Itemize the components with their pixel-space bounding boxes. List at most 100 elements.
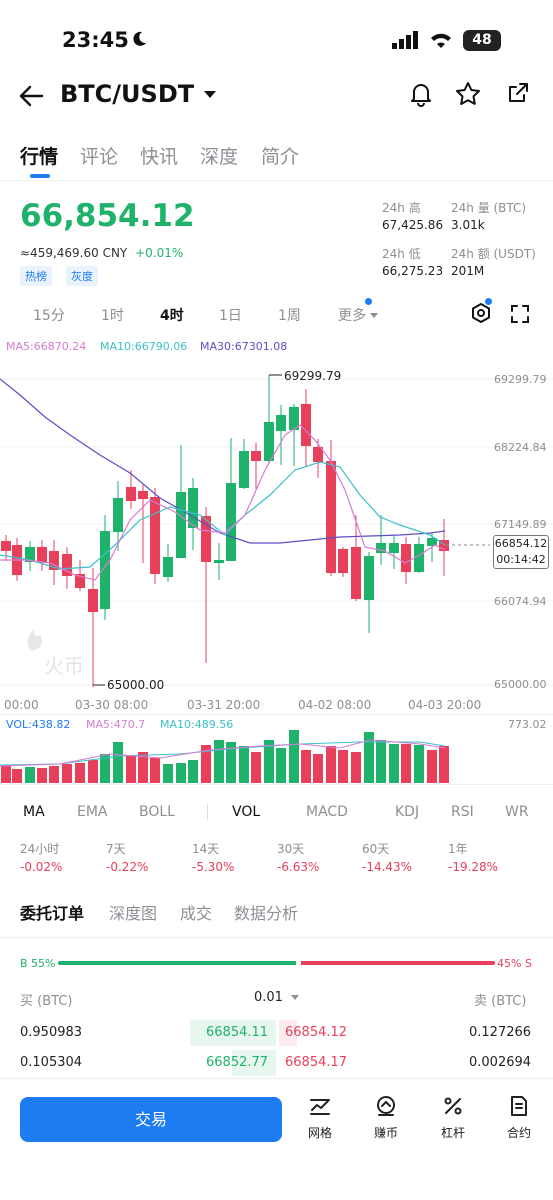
indicator-kdj[interactable]: KDJ [395, 804, 420, 820]
sell-qty-1[interactable]: 0.127266 [469, 1025, 532, 1040]
ask-price-2[interactable]: 66854.17 [285, 1055, 348, 1070]
moon-icon [130, 30, 148, 48]
y-tick-3: 67149.89 [494, 518, 547, 531]
y-tick-1: 69299.79 [494, 373, 547, 386]
high-label: 24h 高 [382, 201, 421, 215]
ratio-bar-sell [300, 961, 495, 965]
signal-icon [392, 31, 420, 53]
high-value: 67,425.86 [382, 218, 444, 232]
low-label: 24h 低 [382, 247, 421, 261]
fullscreen-icon[interactable] [510, 304, 530, 328]
contract-icon [511, 1096, 527, 1116]
indicator-vol[interactable]: VOL [232, 804, 261, 820]
last-price: 66,854.12 [20, 198, 195, 234]
buy-qty-1[interactable]: 0.950983 [20, 1025, 83, 1040]
ask-price-1[interactable]: 66854.12 [285, 1025, 348, 1040]
timeframe-more-label: 更多 [338, 308, 366, 324]
indicator-wr[interactable]: WR [505, 804, 529, 820]
ma5-line [0, 424, 446, 581]
settings-dot [485, 298, 492, 305]
indicator-rsi[interactable]: RSI [451, 804, 474, 820]
more-dot [365, 298, 372, 305]
indicator-separator [207, 804, 208, 820]
tool-earn-label: 赚币 [373, 1126, 398, 1140]
precision-select[interactable]: 0.01 [254, 990, 299, 1005]
vol-ma10-legend: MA10:489.56 [160, 718, 234, 731]
tool-earn[interactable]: 赚币 [361, 1094, 411, 1141]
bottom-bar-divider [0, 1078, 553, 1079]
trade-button-label: 交易 [134, 1110, 167, 1129]
ma10-legend: MA10:66790.06 [100, 340, 188, 353]
pair-selector[interactable]: BTC/USDT [60, 80, 217, 108]
cny-price: ≈459,469.60 CNY +0.01% [20, 246, 183, 260]
low-value: 66,275.23 [382, 264, 444, 278]
timeframe-4h[interactable]: 4时 [160, 308, 184, 324]
ma5-legend: MA5:66870.24 [6, 340, 87, 353]
indicator-macd[interactable]: MACD [306, 804, 348, 820]
timeframe-15m[interactable]: 15分 [33, 308, 65, 324]
x-label-3: 03-31 20:00 [187, 698, 261, 712]
perf-7d-value: -0.22% [106, 860, 149, 874]
tag-hot[interactable]: 热榜 [20, 266, 52, 286]
back-button[interactable] [18, 84, 44, 108]
earn-icon [377, 1096, 395, 1116]
timeframe-1h[interactable]: 1时 [101, 308, 124, 324]
volume-chart[interactable] [0, 730, 553, 784]
bid-depth-bar-1 [190, 1020, 276, 1046]
orderbook-divider [0, 937, 553, 938]
caret-down-icon [370, 312, 378, 318]
tool-futures[interactable]: 合约 [494, 1094, 544, 1141]
tool-futures-label: 合约 [506, 1126, 531, 1140]
perf-1y-label: 1年 [448, 842, 468, 856]
grid-trading-icon [310, 1099, 330, 1115]
tab-data-analysis[interactable]: 数据分析 [234, 904, 299, 923]
tab-depth[interactable]: 深度 [200, 146, 239, 168]
price-change: +0.01% [135, 246, 184, 260]
tab-market[interactable]: 行情 [20, 146, 59, 168]
bell-icon[interactable] [409, 81, 433, 111]
timeframe-more[interactable]: 更多 [338, 305, 378, 325]
buy-header: 买 (BTC) [20, 994, 73, 1009]
tabs-divider [0, 180, 553, 181]
settings-icon[interactable] [470, 302, 492, 328]
price-chart[interactable]: 火币 [0, 355, 553, 695]
vol-btc-value: 3.01k [451, 218, 485, 232]
timeframe-1w[interactable]: 1周 [278, 308, 301, 324]
sell-qty-2[interactable]: 0.002694 [469, 1055, 532, 1070]
perf-14d-value: -5.30% [192, 860, 235, 874]
tab-news[interactable]: 快讯 [140, 146, 179, 168]
timeframe-1d[interactable]: 1日 [219, 308, 242, 324]
ratio-bar [58, 961, 495, 965]
y-tick-2: 68224.84 [494, 441, 547, 454]
perf-24h-value: -0.02% [20, 860, 63, 874]
current-price-tag: 66854.12 00:14:42 [493, 535, 549, 569]
indicator-boll[interactable]: BOLL [139, 804, 175, 820]
share-icon[interactable] [506, 81, 530, 109]
star-icon[interactable] [455, 81, 481, 111]
watermark-logo [27, 629, 42, 651]
perf-14d-label: 14天 [192, 842, 220, 856]
volume-divider [0, 714, 553, 715]
indicator-ema[interactable]: EMA [77, 804, 108, 820]
bid-price-1[interactable]: 66854.11 [206, 1025, 269, 1040]
trade-button[interactable]: 交易 [20, 1097, 282, 1142]
bid-depth-bar-2 [232, 1050, 276, 1076]
battery-icon: 48 [463, 30, 501, 51]
tab-order-book[interactable]: 委托订单 [20, 904, 85, 923]
status-time: 23:45 [62, 28, 129, 52]
tab-trades[interactable]: 成交 [180, 904, 213, 923]
tab-depth-chart[interactable]: 深度图 [109, 904, 158, 923]
volume-bottom-divider [0, 784, 553, 785]
tab-comments[interactable]: 评论 [80, 146, 119, 168]
tag-grayscale[interactable]: 灰度 [66, 266, 98, 286]
perf-60d-value: -14.43% [362, 860, 413, 874]
indicator-ma[interactable]: MA [23, 804, 45, 820]
buy-qty-2[interactable]: 0.105304 [20, 1055, 83, 1070]
x-label-5: 04-03 20:00 [408, 698, 482, 712]
cny-value: ≈459,469.60 CNY [20, 246, 128, 260]
tab-intro[interactable]: 简介 [261, 146, 300, 168]
bid-price-2[interactable]: 66852.77 [206, 1055, 269, 1070]
tool-margin[interactable]: 杠杆 [428, 1094, 478, 1141]
ask-depth-bar-1 [279, 1020, 297, 1046]
tool-grid[interactable]: 网格 [295, 1094, 345, 1141]
